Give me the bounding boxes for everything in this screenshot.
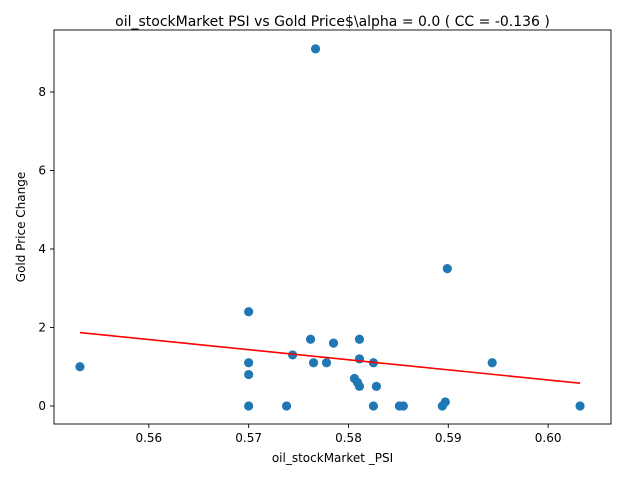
- scatter-point: [75, 362, 85, 372]
- x-tick-label: 0.57: [235, 431, 262, 445]
- scatter-point: [244, 369, 254, 380]
- y-tick-label: 6: [38, 163, 46, 177]
- scatter-point: [442, 264, 452, 274]
- axes: 0.56 0.57 0.58 0.59 0.60 0 2 4 6 8: [38, 29, 612, 445]
- x-tick-label: 0.56: [135, 431, 162, 445]
- plot-area: [54, 30, 611, 424]
- scatter-point: [575, 401, 585, 411]
- x-axis-label: oil_stockMarket _PSI: [272, 451, 393, 465]
- x-tick-label: 0.58: [335, 431, 362, 445]
- scatter-point: [440, 397, 450, 407]
- scatter-point: [368, 401, 379, 411]
- scatter-point: [281, 401, 292, 411]
- regression-line: [79, 331, 581, 384]
- plot-background: [54, 30, 611, 424]
- scatter-point: [244, 307, 254, 317]
- scatter-point: [354, 354, 365, 364]
- scatter-point: [328, 338, 339, 348]
- scatter-point: [287, 350, 298, 360]
- scatter-point: [354, 381, 365, 391]
- scatter-point: [321, 358, 332, 368]
- scatter-point: [244, 401, 254, 411]
- scatter-point: [354, 334, 365, 344]
- scatter-point: [244, 358, 254, 368]
- x-tick-label: 0.59: [435, 431, 462, 445]
- chart-title: oil_stockMarket PSI vs Gold Price$\alpha…: [115, 14, 550, 30]
- y-axis-label: Gold Price Change: [14, 172, 28, 282]
- axes-frame: [53, 29, 612, 425]
- y-tick-label: 8: [38, 85, 46, 99]
- x-tick-label: 0.60: [535, 431, 562, 445]
- y-tick-label: 4: [38, 242, 46, 256]
- y-tick-label: 0: [38, 399, 46, 413]
- scatter-point: [310, 44, 321, 54]
- y-tick-label: 2: [38, 320, 46, 334]
- scatter-point: [308, 358, 319, 368]
- scatter-point: [371, 381, 382, 391]
- scatter-point: [398, 401, 408, 411]
- scatter-point: [487, 358, 497, 368]
- scatter-point: [305, 334, 316, 344]
